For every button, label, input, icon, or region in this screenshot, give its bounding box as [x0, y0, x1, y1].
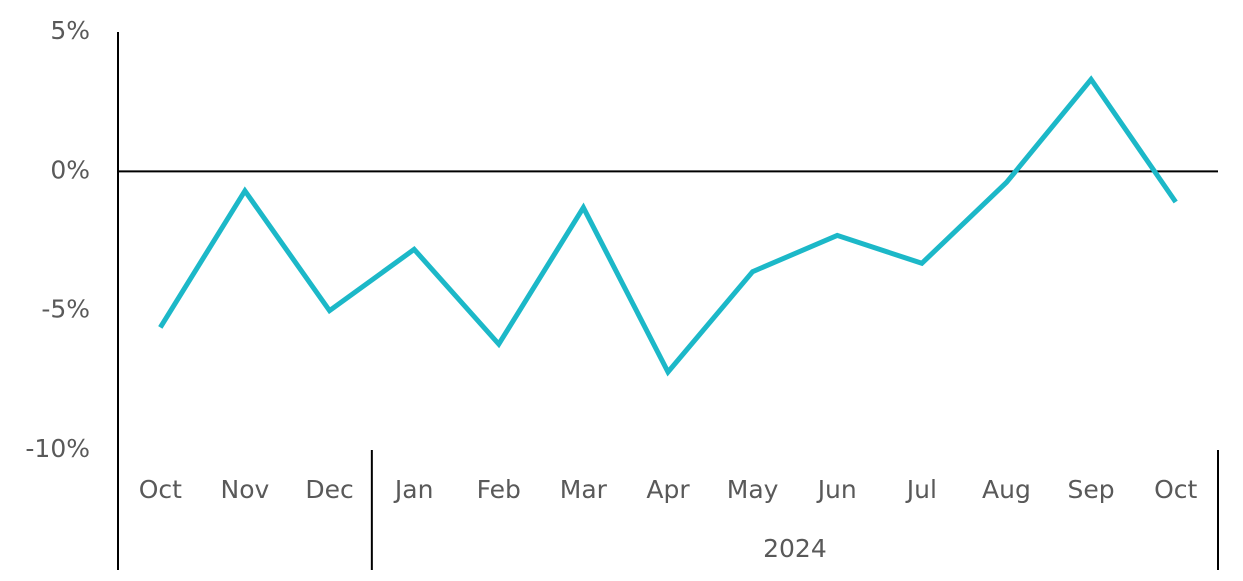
x-tick-label: Oct — [139, 475, 182, 504]
x-tick-label: Aug — [982, 475, 1031, 504]
y-tick-label: -5% — [41, 295, 90, 324]
x-tick-label: Sep — [1068, 475, 1115, 504]
y-tick-label: 0% — [50, 155, 90, 184]
y-tick-label: -10% — [25, 434, 90, 463]
x-tick-label: Jan — [393, 475, 434, 504]
data-line — [158, 75, 1178, 377]
x-tick-label: Nov — [221, 475, 270, 504]
x-tick-label: Mar — [560, 475, 608, 504]
x-tick-label: Jun — [816, 475, 857, 504]
group-label: 2024 — [763, 534, 827, 563]
x-tick-label: May — [727, 475, 779, 504]
x-tick-label: Jul — [905, 475, 937, 504]
x-tick-label: Oct — [1154, 475, 1197, 504]
y-tick-label: 5% — [50, 16, 90, 45]
x-tick-label: Feb — [477, 475, 521, 504]
x-tick-label: Dec — [305, 475, 353, 504]
x-tick-label: Apr — [646, 475, 690, 504]
